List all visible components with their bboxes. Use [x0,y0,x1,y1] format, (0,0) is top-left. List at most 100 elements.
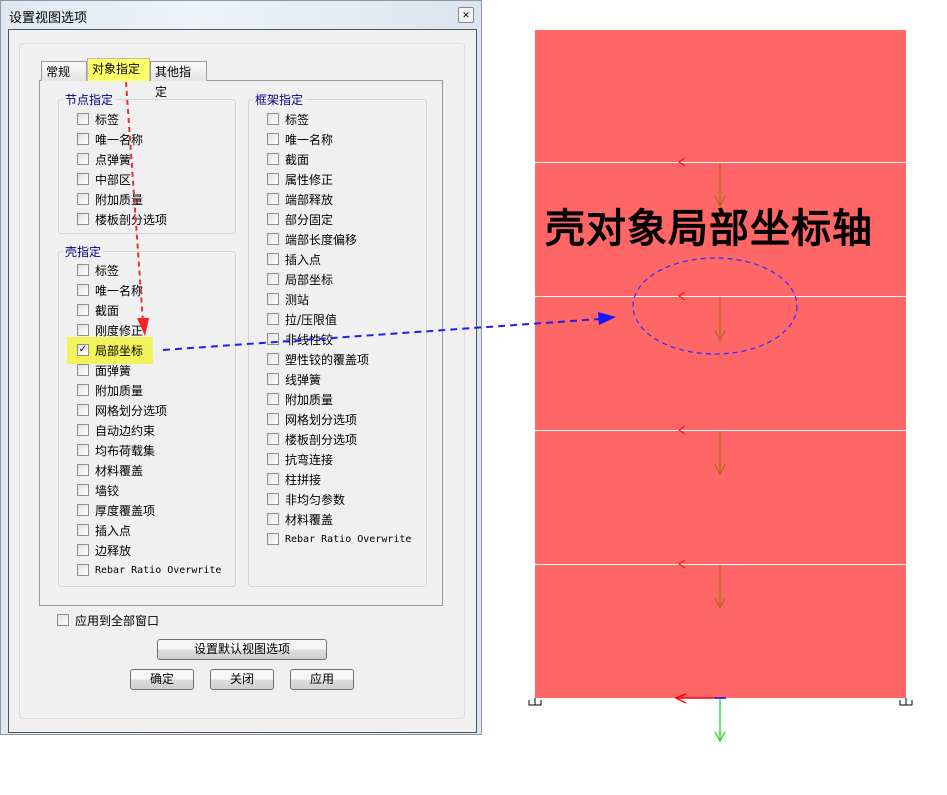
checkbox[interactable] [77,404,89,416]
option-row[interactable]: 截面 [77,300,221,320]
option-row[interactable]: 面弹簧 [77,360,221,380]
checkbox[interactable] [267,133,279,145]
checkbox[interactable] [77,384,89,396]
checkbox[interactable] [77,504,89,516]
option-row[interactable]: 材料覆盖 [77,460,221,480]
checkbox[interactable] [267,293,279,305]
option-row[interactable]: 材料覆盖 [267,509,411,529]
option-row[interactable]: 标签 [77,260,221,280]
option-row[interactable]: 非均匀参数 [267,489,411,509]
checkbox[interactable] [267,193,279,205]
apply-button[interactable]: 应用 [290,669,354,690]
option-row[interactable]: 厚度覆盖项 [77,500,221,520]
option-row[interactable]: 标签 [267,109,411,129]
option-row[interactable]: Rebar Ratio Overwrite [267,529,411,549]
option-row[interactable]: 均布荷载集 [77,440,221,460]
checkbox[interactable] [267,273,279,285]
option-row[interactable]: 插入点 [77,520,221,540]
apply-all-checkbox[interactable]: 应用到全部窗口 [57,610,159,630]
option-row[interactable]: 网格划分选项 [267,409,411,429]
checkbox[interactable] [77,153,89,165]
set-default-view-button[interactable]: 设置默认视图选项 [157,639,327,660]
option-row[interactable]: 柱拼接 [267,469,411,489]
option-row[interactable]: 拉/压限值 [267,309,411,329]
checkbox[interactable] [267,393,279,405]
checkbox[interactable] [267,153,279,165]
option-row[interactable]: 中部区 [77,169,167,189]
local-axis-arrow [677,425,726,476]
tab-other-assign[interactable]: 其他指定 [150,61,207,99]
close-icon[interactable]: ✕ [458,7,474,23]
option-row[interactable]: 楼板剖分选项 [77,209,167,229]
checkbox[interactable] [77,484,89,496]
checkbox[interactable] [267,173,279,185]
option-row[interactable]: 端部长度偏移 [267,229,411,249]
option-row[interactable]: 自动边约束 [77,420,221,440]
option-row[interactable]: 刚度修正 [77,320,221,340]
checkbox[interactable] [77,564,89,576]
option-row[interactable]: 抗弯连接 [267,449,411,469]
checkbox[interactable] [267,533,279,545]
option-row[interactable]: 唯一名称 [77,129,167,149]
checkbox[interactable] [267,473,279,485]
checkbox[interactable] [77,544,89,556]
checkbox[interactable] [77,324,89,336]
option-label: 楼板剖分选项 [95,212,168,227]
checkbox[interactable] [267,233,279,245]
checkbox[interactable] [267,513,279,525]
option-row[interactable]: 边释放 [77,540,221,560]
checkbox[interactable] [267,113,279,125]
option-row[interactable]: 网格划分选项 [77,400,221,420]
option-row[interactable]: 端部释放 [267,189,411,209]
option-row[interactable]: 部分固定 [267,209,411,229]
option-label: 端部释放 [285,192,334,207]
option-row[interactable]: ✓ 局部坐标 [77,340,221,360]
checkbox[interactable] [77,444,89,456]
checkbox[interactable] [77,213,89,225]
option-row[interactable]: 唯一名称 [77,280,221,300]
option-row[interactable]: 附加质量 [77,189,167,209]
option-row[interactable]: 属性修正 [267,169,411,189]
option-row[interactable]: 测站 [267,289,411,309]
checkbox[interactable] [77,193,89,205]
option-row[interactable]: 点弹簧 [77,149,167,169]
option-row[interactable]: 墙铰 [77,480,221,500]
option-row[interactable]: 附加质量 [267,389,411,409]
checkbox[interactable] [77,113,89,125]
checkbox[interactable] [77,524,89,536]
checkbox[interactable] [267,373,279,385]
checkbox[interactable] [267,493,279,505]
checkbox[interactable]: ✓ [77,344,89,356]
checkbox[interactable] [267,253,279,265]
checkbox[interactable] [267,213,279,225]
option-row[interactable]: 局部坐标 [267,269,411,289]
ok-button[interactable]: 确定 [130,669,194,690]
checkbox[interactable] [77,284,89,296]
option-row[interactable]: 楼板剖分选项 [267,429,411,449]
tab-object-assign[interactable]: 对象指定 [87,58,150,81]
checkbox[interactable] [57,614,69,626]
option-row[interactable]: 唯一名称 [267,129,411,149]
checkbox[interactable] [267,353,279,365]
tab-general[interactable]: 常规 [41,61,87,81]
checkbox[interactable] [77,304,89,316]
option-row[interactable]: 截面 [267,149,411,169]
option-row[interactable]: 线弹簧 [267,369,411,389]
checkbox[interactable] [77,133,89,145]
checkbox[interactable] [267,413,279,425]
option-row[interactable]: Rebar Ratio Overwrite [77,560,221,580]
checkbox[interactable] [267,313,279,325]
checkbox[interactable] [77,424,89,436]
close-button[interactable]: 关闭 [210,669,274,690]
checkbox[interactable] [77,264,89,276]
checkbox[interactable] [77,173,89,185]
option-label: 属性修正 [285,172,334,187]
option-row[interactable]: 塑性铰的覆盖项 [267,349,411,369]
checkbox[interactable] [267,453,279,465]
option-row[interactable]: 插入点 [267,249,411,269]
checkbox[interactable] [77,364,89,376]
option-row[interactable]: 标签 [77,109,167,129]
option-row[interactable]: 附加质量 [77,380,221,400]
checkbox[interactable] [77,464,89,476]
checkbox[interactable] [267,433,279,445]
